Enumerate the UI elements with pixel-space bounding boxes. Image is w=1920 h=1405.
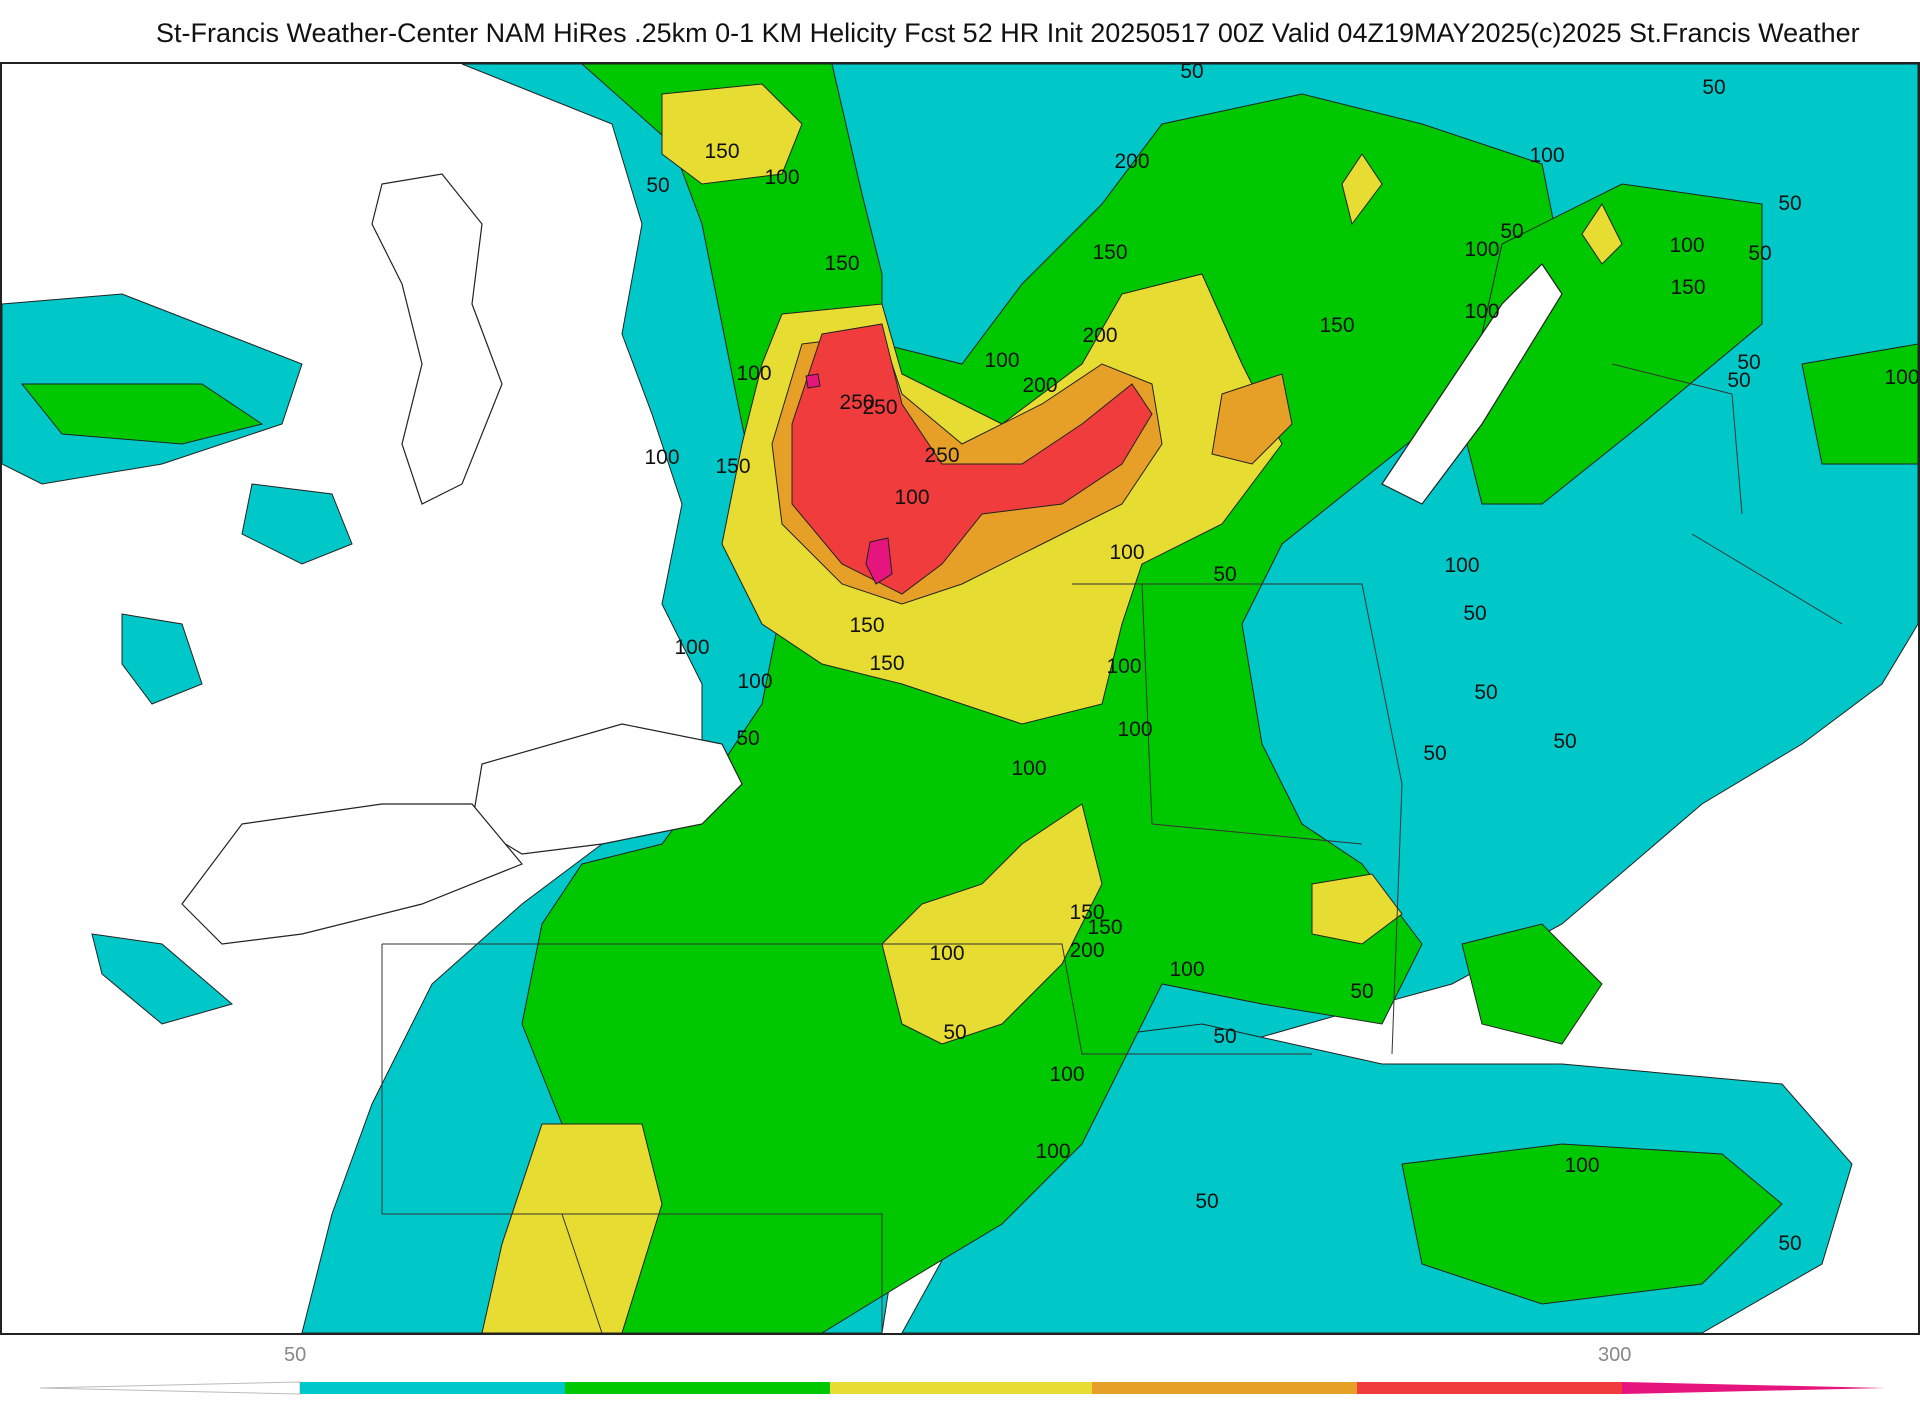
- contour-label: 150: [1670, 276, 1705, 299]
- legend-tick-high: 300: [1598, 1344, 1632, 1366]
- contour-label: 100: [1035, 1140, 1070, 1163]
- contour-label: 50: [1350, 980, 1373, 1003]
- contour-label: 100: [1169, 958, 1204, 981]
- contour-label: 100: [1464, 238, 1499, 261]
- legend-swatch: [830, 1382, 1092, 1394]
- legend-tick-low: 50: [284, 1344, 307, 1366]
- contour-label: 150: [824, 252, 859, 275]
- contour-label: 100: [1106, 655, 1141, 678]
- contour-label: 150: [1092, 241, 1127, 264]
- contour-label: 50: [1737, 351, 1760, 374]
- contour-label: 100: [1669, 234, 1704, 257]
- contour-label: 50: [1778, 192, 1801, 215]
- contour-label: 50: [1727, 369, 1750, 392]
- contour-label: 250: [924, 444, 959, 467]
- contour-label: 50: [1748, 242, 1771, 265]
- contour-label: 50: [1213, 1025, 1236, 1048]
- contour-label: 150: [704, 140, 739, 163]
- contour-label: 50: [1474, 681, 1497, 704]
- legend-swatch: [1622, 1382, 1885, 1394]
- contour-label: 250: [839, 391, 874, 414]
- contour-label: 100: [1884, 366, 1918, 389]
- great-lakes: [181, 173, 1563, 945]
- contour-label: 100: [674, 636, 709, 659]
- contour-label: 150: [1319, 314, 1354, 337]
- contour-label: 100: [1444, 554, 1479, 577]
- contour-label: 100: [1109, 541, 1144, 564]
- helicity-250-band: [791, 323, 1153, 595]
- contour-label: 100: [736, 362, 771, 385]
- contour-label: 50: [1463, 602, 1486, 625]
- legend-swatch: [1092, 1382, 1357, 1394]
- contour-label: 150: [1087, 916, 1122, 939]
- contour-label: 100: [929, 942, 964, 965]
- state-boundaries: [381, 363, 1843, 1333]
- contour-label: 150: [715, 455, 750, 478]
- contour-label: 50: [1702, 76, 1725, 99]
- contour-label: 50: [1778, 1232, 1801, 1255]
- contour-label: 100: [737, 670, 772, 693]
- contour-label: 200: [1114, 150, 1149, 173]
- contour-label: 100: [1464, 300, 1499, 323]
- contour-label: 50: [1500, 220, 1523, 243]
- contour-label: 100: [984, 349, 1019, 372]
- title-text: St-Francis Weather-Center NAM HiRes .25k…: [156, 18, 1531, 48]
- contour-label: 50: [1213, 563, 1236, 586]
- legend-swatch: [300, 1382, 565, 1394]
- contour-label: 250: [862, 396, 897, 419]
- copyright-text: (c)2025 St.Francis Weather: [1530, 18, 1860, 48]
- map-title: St-Francis Weather-Center NAM HiRes .25k…: [0, 14, 1920, 54]
- contour-label: 200: [1082, 324, 1117, 347]
- helicity-map: 50 100 150 200 250 50 100 50 150 100 50 50 150 200 100…: [0, 62, 1920, 1335]
- contour-label: 50: [1195, 1190, 1218, 1213]
- contour-label: 150: [869, 652, 904, 675]
- contour-label: 100: [1117, 718, 1152, 741]
- contour-label: 100: [1564, 1154, 1599, 1177]
- contour-label: 100: [764, 166, 799, 189]
- contour-label: 200: [1022, 374, 1057, 397]
- legend-swatch: [39, 1381, 301, 1395]
- color-scale-bar: [39, 1381, 1885, 1395]
- contour-label: 50: [646, 174, 669, 197]
- contour-label: 50: [736, 727, 759, 750]
- contour-label: 50: [1423, 742, 1446, 765]
- contour-label: 50: [943, 1021, 966, 1044]
- contour-label: 200: [1069, 939, 1104, 962]
- contour-label: 100: [1529, 144, 1564, 167]
- contour-label: 150: [849, 614, 884, 637]
- contour-label: 100: [1011, 757, 1046, 780]
- contour-label: 100: [1049, 1063, 1084, 1086]
- legend-swatch: [1357, 1382, 1622, 1394]
- color-scale-legend: 50 300: [0, 1340, 1920, 1400]
- contour-label: 50: [1180, 64, 1203, 83]
- contour-label: 100: [894, 486, 929, 509]
- contour-label: 100: [644, 446, 679, 469]
- contour-label: 150: [1069, 901, 1104, 924]
- legend-swatch: [565, 1382, 830, 1394]
- helicity-300-band: [805, 373, 893, 585]
- contour-label: 50: [1553, 730, 1576, 753]
